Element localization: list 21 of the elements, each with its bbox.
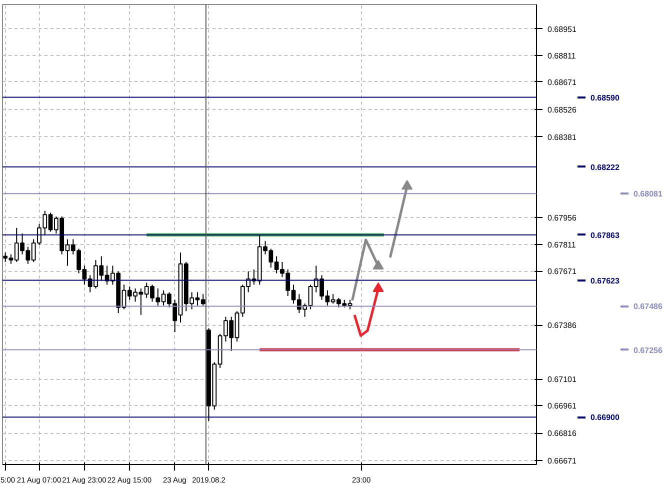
y-tick-label: 0.67811 <box>548 240 576 250</box>
y-tick-label: 0.67101 <box>548 375 577 384</box>
ref-line-label: 0.68081 <box>634 190 663 199</box>
y-tick-label: 0.68811 <box>548 51 576 60</box>
y-tick-label: 0.66961 <box>548 402 577 411</box>
y-tick-label: 0.68671 <box>548 78 577 87</box>
ref-line-label: 0.67256 <box>634 346 663 355</box>
y-tick-label: 0.66816 <box>548 429 577 438</box>
y-tick-label: 0.67956 <box>548 213 577 222</box>
ref-line-label: 0.66900 <box>590 413 620 422</box>
y-tick-label: 0.68381 <box>548 132 577 142</box>
y-tick-label: 0.68951 <box>548 24 577 34</box>
ref-line-label: 0.67486 <box>634 302 663 312</box>
y-tick-label: 0.67671 <box>548 267 577 276</box>
ref-line-label: 0.68590 <box>590 93 620 102</box>
ref-line-label: 0.67623 <box>590 276 620 286</box>
y-tick-label: 0.66671 <box>548 456 577 466</box>
ref-line-label: 0.68222 <box>590 162 620 172</box>
ref-line-label: 0.67863 <box>590 230 620 240</box>
y-tick-label: 0.68526 <box>548 105 577 114</box>
y-tick-label: 0.67386 <box>548 321 577 330</box>
